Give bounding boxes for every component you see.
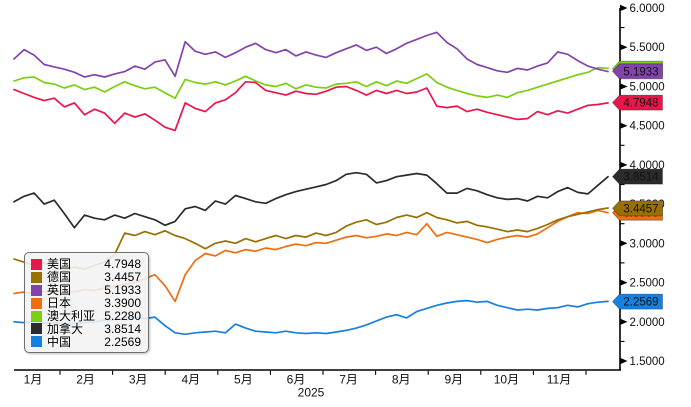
y-axis-tick bbox=[620, 279, 628, 286]
series-line-uk bbox=[13, 31, 609, 78]
legend-swatch-ca bbox=[31, 323, 42, 335]
y-axis-label: 5.5000 bbox=[630, 42, 665, 54]
x-axis-label: 11月 bbox=[547, 373, 571, 387]
price-tag-ca bbox=[611, 168, 663, 185]
series-line-us bbox=[13, 80, 609, 132]
price-tag-uk bbox=[611, 63, 663, 80]
y-axis-label: 3.0000 bbox=[630, 238, 665, 250]
y-axis-tick bbox=[620, 4, 628, 12]
x-axis-label: 1月 bbox=[24, 373, 43, 387]
y-axis-label: 2.5000 bbox=[630, 278, 665, 290]
legend-value-uk: 5.1933 bbox=[104, 283, 141, 298]
y-axis-tick bbox=[620, 122, 628, 129]
series-line-au bbox=[13, 66, 609, 100]
legend-swatch-uk bbox=[31, 284, 42, 296]
legend-item-uk[interactable]: 英国 5.1933 bbox=[31, 284, 141, 297]
legend-label-us: 美国 bbox=[47, 257, 72, 272]
legend-swatch-cn bbox=[31, 336, 42, 348]
legend-value-jp: 3.3900 bbox=[104, 295, 141, 310]
y-axis-label: 4.5000 bbox=[630, 121, 665, 133]
legend-swatch-jp bbox=[31, 297, 42, 309]
legend-item-au[interactable]: 澳大利亚 5.2280 bbox=[31, 308, 141, 323]
legend-item-de[interactable]: 德国 3.4457 bbox=[31, 271, 141, 284]
legend-label-jp: 日本 bbox=[47, 295, 72, 310]
price-tag-cn bbox=[611, 293, 663, 310]
legend-item-us[interactable]: 美国 4.7948 bbox=[31, 258, 141, 271]
legend-swatch-au bbox=[31, 310, 42, 322]
x-axis-label: 4月 bbox=[181, 373, 200, 387]
x-axis-label: 8月 bbox=[392, 373, 411, 387]
price-tag-value-ca: 3.8514 bbox=[623, 172, 659, 184]
x-axis-year-label: 2025 bbox=[298, 386, 325, 400]
legend-value-au: 5.2280 bbox=[104, 308, 141, 323]
price-tag-value-uk: 5.1933 bbox=[623, 66, 658, 78]
y-axis-label: 4.0000 bbox=[630, 160, 665, 172]
legend-label-uk: 英国 bbox=[47, 283, 72, 298]
price-tag-value-de: 3.4457 bbox=[623, 203, 658, 215]
y-axis-tick bbox=[620, 44, 628, 51]
legend-item-jp[interactable]: 日本 3.3900 bbox=[31, 295, 141, 310]
x-axis-label: 2月 bbox=[76, 373, 95, 387]
y-axis-tick bbox=[620, 240, 628, 247]
y-axis-label: 6.0000 bbox=[630, 3, 665, 15]
legend-value-us: 4.7948 bbox=[104, 257, 141, 272]
legend-item-ca[interactable]: 加拿大 3.8514 bbox=[31, 322, 141, 335]
y-axis-tick bbox=[620, 318, 628, 325]
legend-label-au: 澳大利亚 bbox=[47, 308, 96, 323]
legend-value-cn: 2.2569 bbox=[104, 334, 141, 349]
y-axis-tick bbox=[620, 83, 628, 90]
y-axis-label: 1.5000 bbox=[630, 356, 665, 368]
price-tag-value-us: 4.7948 bbox=[623, 98, 658, 110]
legend-label-de: 德国 bbox=[47, 270, 72, 285]
legend-item-cn[interactable]: 中国 2.2569 bbox=[31, 335, 141, 348]
legend-swatch-de bbox=[31, 271, 42, 283]
price-tag-us bbox=[611, 94, 663, 111]
y-axis-tick bbox=[620, 161, 628, 169]
x-axis-label: 10月 bbox=[494, 373, 519, 387]
x-axis-label: 3月 bbox=[129, 373, 148, 387]
legend-swatch-us bbox=[31, 258, 42, 270]
legend-value-de: 3.4457 bbox=[104, 270, 141, 285]
legend-value-ca: 3.8514 bbox=[104, 321, 141, 336]
x-axis-label: 6月 bbox=[287, 373, 306, 387]
x-axis-label: 5月 bbox=[234, 373, 253, 387]
price-tag-value-cn: 2.2569 bbox=[623, 297, 658, 309]
x-axis-label: 9月 bbox=[444, 373, 463, 387]
legend-label-cn: 中国 bbox=[47, 334, 72, 349]
series-line-ca bbox=[13, 171, 609, 229]
y-axis-label: 2.0000 bbox=[630, 317, 665, 329]
chart-legend: 美国 4.7948 德国 3.4457 英国 5.1933 日本 3.3900 … bbox=[24, 252, 149, 354]
price-tag-de bbox=[611, 200, 663, 217]
y-axis-tick bbox=[620, 357, 628, 365]
legend-label-ca: 加拿大 bbox=[47, 321, 84, 336]
y-axis-label: 5.0000 bbox=[630, 82, 665, 94]
x-axis-label: 7月 bbox=[339, 373, 358, 387]
